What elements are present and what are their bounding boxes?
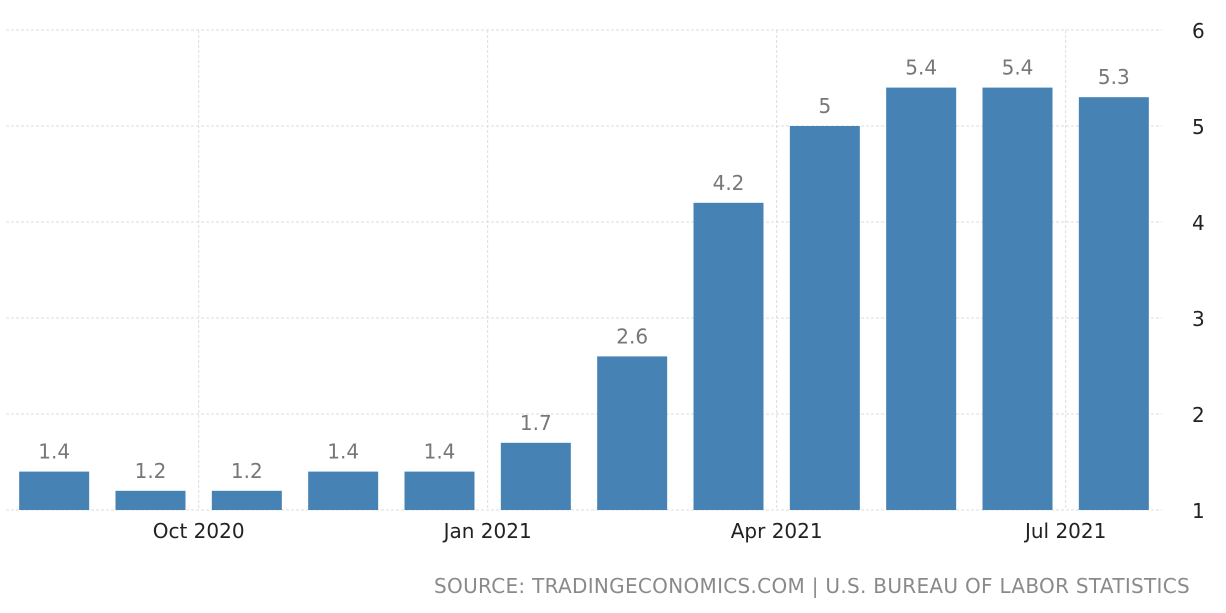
- source-note: SOURCE: TRADINGECONOMICS.COM | U.S. BURE…: [434, 574, 1190, 598]
- y-tick-label: 5: [1192, 115, 1205, 139]
- bar-value-label: 1.2: [135, 459, 167, 483]
- bar-value-label: 5.4: [905, 56, 937, 80]
- bar-value-label: 5.4: [1002, 56, 1034, 80]
- bar-value-label: 1.7: [520, 411, 552, 435]
- bar-value-label: 1.2: [231, 459, 263, 483]
- bar-value-label: 1.4: [424, 440, 456, 464]
- bar: [115, 490, 186, 510]
- bar: [211, 490, 282, 510]
- bar: [693, 202, 764, 511]
- y-tick-label: 4: [1192, 211, 1205, 235]
- bar-value-label: 5: [818, 94, 831, 118]
- bar-value-label: 1.4: [327, 440, 359, 464]
- bar: [597, 356, 668, 510]
- bar-value-label: 5.3: [1098, 65, 1130, 89]
- x-tick-label: Apr 2021: [731, 519, 823, 543]
- x-tick-label: Jan 2021: [442, 519, 532, 543]
- y-tick-label: 3: [1192, 307, 1205, 331]
- value-labels: 1.4 1.2 1.2 1.4 1.4 1.7 2.6 4.2 5 5.4 5.4 5.3: [38, 56, 1129, 483]
- bar: [982, 87, 1053, 510]
- bar: [886, 87, 957, 510]
- bar-value-label: 4.2: [713, 171, 745, 195]
- bar: [19, 471, 90, 510]
- bar: [1078, 97, 1149, 510]
- bar-value-label: 1.4: [38, 440, 70, 464]
- y-tick-label: 6: [1192, 19, 1205, 43]
- y-tick-label: 1: [1192, 499, 1205, 523]
- y-axis: 1 2 3 4 5 6: [1192, 19, 1205, 523]
- bar: [789, 126, 860, 510]
- x-tick-label: Oct 2020: [153, 519, 245, 543]
- x-tick-label: Jul 2021: [1023, 519, 1106, 543]
- y-tick-label: 2: [1192, 403, 1205, 427]
- bar-value-label: 2.6: [616, 324, 648, 348]
- bar: [404, 471, 475, 510]
- bar: [308, 471, 379, 510]
- grid-lines: [6, 29, 1162, 511]
- bars: [19, 87, 1149, 511]
- x-axis: Oct 2020 Jan 2021 Apr 2021 Jul 2021: [153, 519, 1107, 543]
- bar: [500, 442, 571, 510]
